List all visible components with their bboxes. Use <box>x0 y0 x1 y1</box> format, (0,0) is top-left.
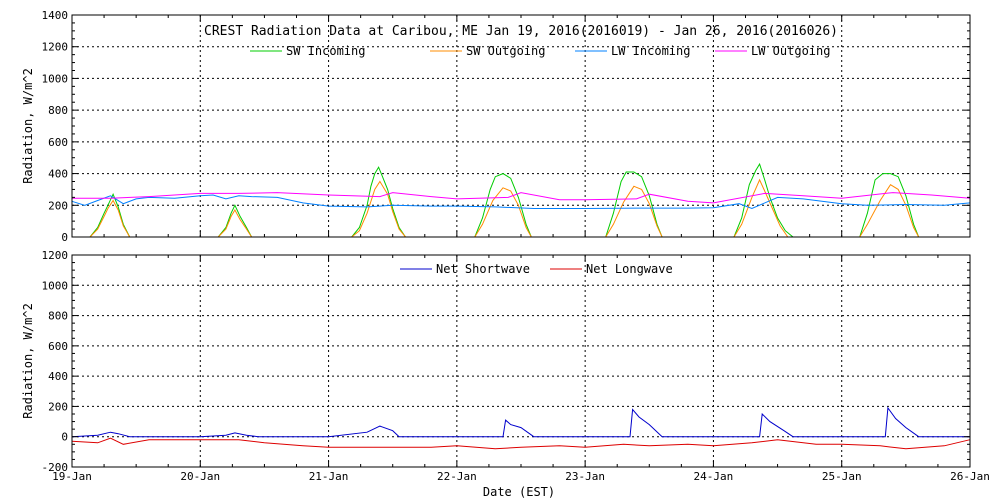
series-line-sw-incoming <box>72 162 970 238</box>
plot-frame <box>71 254 971 468</box>
y-tick-label: 1400 <box>42 9 69 22</box>
y-tick-label: 800 <box>48 310 68 323</box>
legend-label: Net Shortwave <box>436 262 530 276</box>
y-tick-label: 200 <box>48 400 68 413</box>
series-line-lw-incoming <box>71 194 971 210</box>
y-tick-label: 0 <box>61 431 68 444</box>
y-axis-label: Radiation, W/m^2 <box>21 303 35 419</box>
y-axis-label: Radiation, W/m^2 <box>21 68 35 184</box>
x-tick-label: 19-Jan <box>52 470 92 483</box>
chart-title: CREST Radiation Data at Caribou, ME Jan … <box>204 24 838 39</box>
y-tick-label: 400 <box>48 370 68 383</box>
x-tick-label: 21-Jan <box>309 470 349 483</box>
legend-label: LW Outgoing <box>751 44 830 58</box>
x-tick-label: 22-Jan <box>437 470 477 483</box>
series-line-net-longwave <box>71 437 971 450</box>
x-tick-label: 25-Jan <box>822 470 862 483</box>
bottom-panel: -200 0 200 400 600 800 1000 1200 Radiation, W/m^… <box>21 249 990 499</box>
legend-label: SW Outgoing <box>466 44 545 58</box>
y-tick-label: 1000 <box>42 279 69 292</box>
series-line-net-shortwave <box>71 406 970 438</box>
y-tick-label: 1200 <box>42 249 69 262</box>
series-line-lw-outgoing <box>72 192 971 204</box>
y-tick-label: 600 <box>48 136 68 149</box>
y-tick-label: 200 <box>48 199 68 212</box>
x-tick-label: 20-Jan <box>180 470 220 483</box>
y-tick-label: 800 <box>48 104 68 117</box>
y-tick-label: 1200 <box>42 41 69 54</box>
x-axis-label: Date (EST) <box>483 485 555 499</box>
top-panel: 0 200 400 600 800 1000 1200 1400 Radiation, W/m^… <box>21 9 971 244</box>
x-tick-label: 23-Jan <box>565 470 605 483</box>
x-tick-label: 24-Jan <box>694 470 734 483</box>
legend-label: Net Longwave <box>586 262 673 276</box>
x-tick-label: 26-Jan <box>950 470 990 483</box>
legend-label: SW Incoming <box>286 44 365 58</box>
y-tick-label: 400 <box>48 168 68 181</box>
legend-label: LW Incoming <box>611 44 690 58</box>
y-tick-label: 1000 <box>42 72 69 85</box>
y-tick-label: 0 <box>61 231 68 244</box>
y-tick-label: -200 <box>42 461 69 474</box>
y-tick-label: 600 <box>48 340 68 353</box>
